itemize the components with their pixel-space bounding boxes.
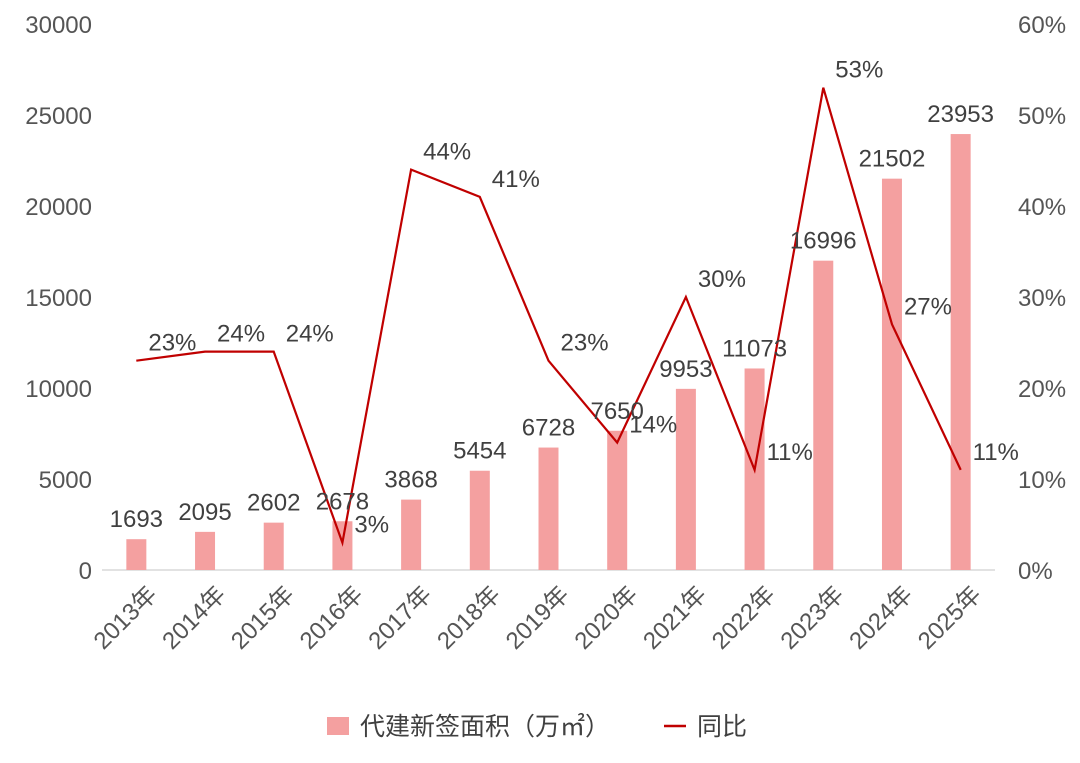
- x-tick-label: 2013年: [89, 581, 163, 655]
- x-tick-label: 2024年: [844, 581, 918, 655]
- line-data-label: 53%: [835, 57, 883, 84]
- line-group: [136, 87, 962, 547]
- bar-data-label: 21502: [859, 146, 926, 173]
- x-tick-label: 2020年: [569, 581, 643, 655]
- y-right-tick-label: 0%: [1018, 558, 1053, 585]
- data-labels-group: 1693 2095 2602 2678 3868 5454 6728 7650 9953 1107…: [110, 57, 1019, 539]
- x-tick-label: 2019年: [501, 581, 575, 655]
- x-tick-label: 2025年: [913, 581, 987, 655]
- line-data-label: 44%: [423, 139, 471, 166]
- x-tick-label: 2015年: [226, 581, 300, 655]
- bar: [813, 260, 834, 570]
- line-data-label: 3%: [354, 512, 389, 539]
- x-tick-label: 2018年: [432, 581, 506, 655]
- bar-data-label: 2678: [316, 488, 369, 515]
- line-data-label: 14%: [629, 412, 677, 439]
- bar-data-label: 1693: [110, 506, 163, 533]
- bar-data-label: 11073: [722, 335, 787, 362]
- legend-bar-label: 代建新签面积（万㎡）: [360, 712, 610, 741]
- line-data-label: 11%: [973, 439, 1019, 466]
- bar: [538, 447, 559, 570]
- x-tick-label: 2023年: [776, 581, 850, 655]
- line-data-label: 30%: [698, 266, 746, 293]
- bar-data-label: 2095: [178, 499, 231, 526]
- x-tick-label: 2022年: [707, 581, 781, 655]
- bar: [950, 134, 971, 570]
- bar-data-label: 3868: [384, 467, 437, 494]
- line-series: [136, 87, 962, 547]
- bar-data-label: 2602: [247, 490, 300, 517]
- bar: [469, 470, 490, 570]
- y-left-tick-label: 0: [79, 558, 92, 585]
- y-right-tick-label: 40%: [1018, 194, 1066, 221]
- bar: [401, 499, 422, 570]
- bar: [881, 178, 902, 570]
- legend-bar-swatch: [327, 717, 349, 735]
- bar-data-label: 16996: [790, 228, 857, 255]
- y-left-tick-label: 10000: [25, 376, 92, 403]
- legend-group: 代建新签面积（万㎡） 同比: [327, 712, 747, 741]
- x-tick-label: 2017年: [363, 581, 437, 655]
- y-right-tick-label: 10%: [1018, 467, 1066, 494]
- bars-group: [126, 134, 971, 570]
- y-right-tick-label: 30%: [1018, 285, 1066, 312]
- x-tick-label: 2016年: [295, 581, 369, 655]
- bar: [126, 539, 147, 570]
- bar: [263, 522, 284, 570]
- bar: [607, 430, 628, 570]
- bar: [195, 531, 216, 570]
- x-tick-label: 2014年: [157, 581, 231, 655]
- y-left-tick-label: 30000: [25, 12, 92, 39]
- legend-line-label: 同比: [697, 712, 747, 741]
- bar-data-label: 9953: [659, 356, 712, 383]
- bar: [675, 388, 696, 570]
- bar-data-label: 6728: [522, 415, 575, 442]
- bar-data-label: 23953: [927, 101, 994, 128]
- line-data-label: 23%: [148, 330, 196, 357]
- line-data-label: 23%: [561, 330, 609, 357]
- y-left-tick-label: 20000: [25, 194, 92, 221]
- y-left-tick-label: 25000: [25, 103, 92, 130]
- y-right-tick-label: 20%: [1018, 376, 1066, 403]
- y-left-tick-label: 15000: [25, 285, 92, 312]
- line-data-label: 41%: [492, 166, 540, 193]
- y-right-tick-label: 60%: [1018, 12, 1066, 39]
- x-tick-label: 2021年: [638, 581, 712, 655]
- line-data-label: 24%: [217, 321, 265, 348]
- y-left-tick-label: 5000: [39, 467, 92, 494]
- bar-data-label: 5454: [453, 438, 506, 465]
- y-right-tick-label: 50%: [1018, 103, 1066, 130]
- bar-data-label: 7650: [590, 398, 643, 425]
- line-data-label: 24%: [286, 321, 334, 348]
- line-data-label: 27%: [904, 293, 952, 320]
- line-data-label: 11%: [767, 439, 813, 466]
